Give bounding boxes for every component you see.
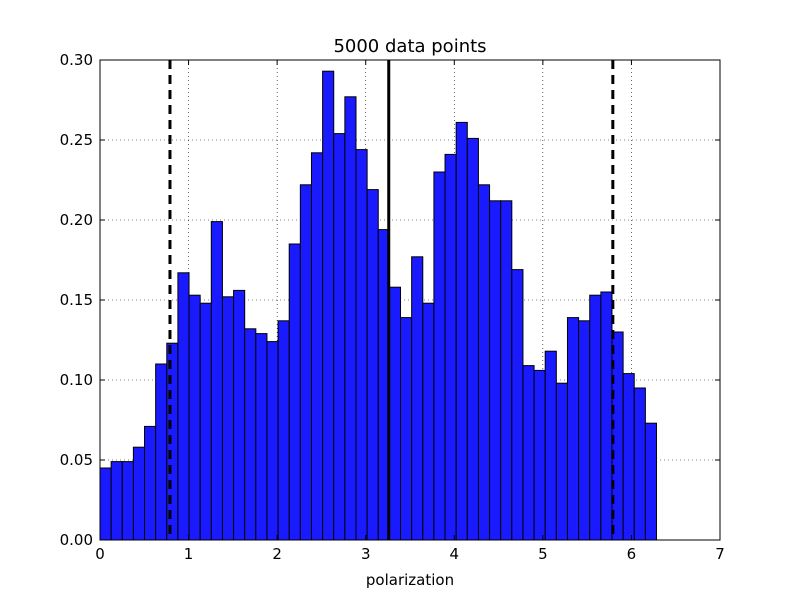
histogram-bar [455, 121, 468, 541]
histogram-bar [544, 350, 557, 541]
histogram-bar [299, 184, 312, 541]
histogram-bar [500, 200, 513, 541]
histogram-bar [566, 317, 580, 541]
y-axis-ticks: 0.00 0.05 0.10 0.15 0.20 0.25 0.30 [60, 51, 720, 549]
histogram-bar [199, 302, 212, 541]
y-tick-label: 0.20 [60, 211, 93, 229]
histogram-bar [622, 373, 635, 541]
histogram-bar [477, 184, 491, 541]
histogram-bar [522, 365, 535, 541]
y-tick-label: 0.30 [60, 51, 93, 69]
histogram-bar [166, 342, 179, 541]
x-tick-label: 1 [184, 545, 194, 563]
histogram-bar [99, 467, 112, 541]
histogram-bar [277, 320, 290, 541]
histogram-bar [221, 296, 235, 541]
x-tick-label: 2 [272, 545, 282, 563]
histogram-bar [444, 153, 457, 541]
histogram-bar [511, 269, 524, 541]
y-tick-label: 0.10 [60, 371, 93, 389]
y-tick-label: 0.15 [60, 291, 93, 309]
histogram-bar [600, 291, 613, 541]
histogram-bar [411, 256, 424, 541]
histogram-bar [177, 272, 190, 541]
histogram-bar [188, 294, 201, 541]
histogram-bar [589, 294, 602, 541]
x-tick-label: 5 [538, 545, 548, 563]
histogram-bar [144, 425, 157, 541]
histogram-bar [422, 302, 435, 541]
histogram-bar [244, 328, 257, 541]
histogram-bar [310, 152, 324, 541]
histogram-bar [388, 286, 402, 541]
histogram-bar [255, 333, 268, 541]
histogram-bars [99, 70, 658, 541]
histogram-bar [400, 317, 413, 541]
histogram-bar [555, 382, 568, 541]
x-tick-label: 3 [361, 545, 371, 563]
histogram-bar [644, 422, 658, 541]
histogram-bar [533, 369, 546, 541]
histogram-bar [433, 171, 446, 541]
histogram-bar [489, 200, 502, 541]
histogram-bar [210, 221, 223, 541]
histogram-bar [266, 341, 279, 541]
histogram-bar [466, 137, 479, 541]
histogram-bar [578, 320, 591, 541]
reference-lines [168, 60, 615, 540]
histogram-bar [233, 289, 246, 541]
x-tick-label: 7 [715, 545, 725, 563]
x-axis-label: polarization [366, 571, 454, 589]
histogram-bar [633, 387, 646, 541]
histogram-bar [355, 149, 368, 541]
histogram-bar [288, 243, 301, 541]
y-tick-label: 0.05 [60, 451, 93, 469]
histogram-bar [366, 189, 379, 541]
y-tick-label: 0.25 [60, 131, 93, 149]
histogram-bar [333, 133, 346, 541]
x-tick-label: 0 [95, 545, 105, 563]
histogram-bar [322, 70, 335, 541]
y-tick-label: 0.00 [60, 531, 93, 549]
histogram-bar [121, 461, 134, 541]
x-tick-label: 6 [627, 545, 637, 563]
histogram-bar [344, 96, 357, 541]
histogram-bar [132, 446, 146, 541]
histogram-bar [110, 461, 123, 541]
x-axis-ticks: 0 1 2 3 4 5 6 7 [95, 60, 725, 563]
x-tick-label: 4 [450, 545, 460, 563]
histogram-bar [155, 363, 168, 541]
chart-title: 5000 data points [333, 36, 486, 57]
